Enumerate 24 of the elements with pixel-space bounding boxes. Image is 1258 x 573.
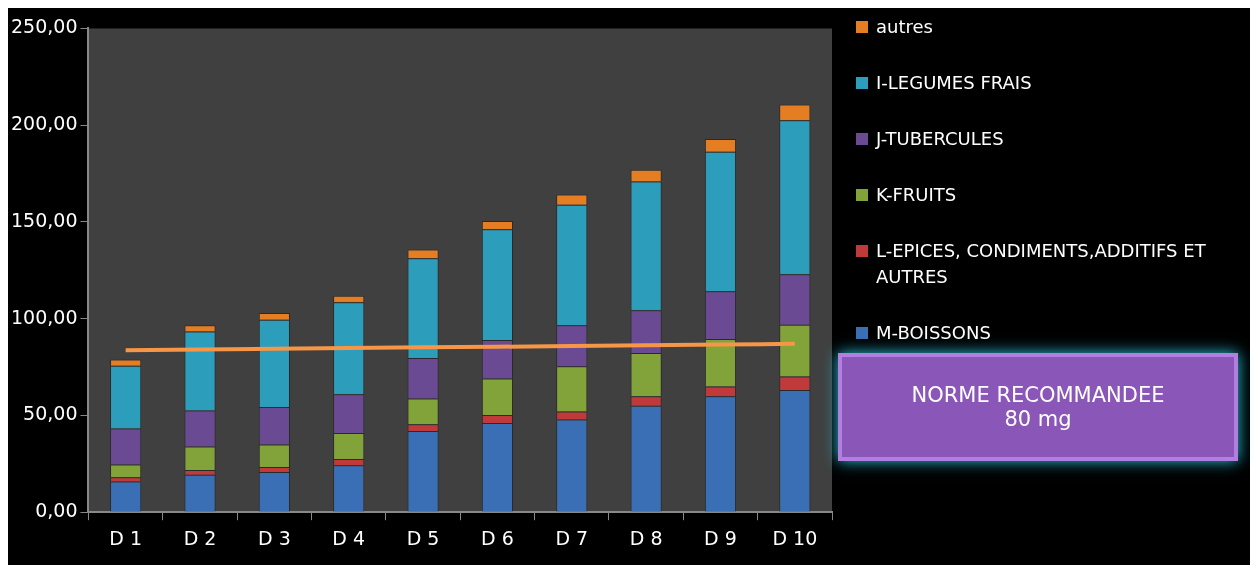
y-tick-label: 0,00 bbox=[35, 499, 78, 522]
x-tick-label: D 10 bbox=[772, 526, 818, 549]
x-tick-label: D 6 bbox=[481, 526, 514, 549]
x-tick-label: D 3 bbox=[257, 526, 291, 549]
x-tick-label: D 7 bbox=[555, 526, 589, 549]
legend-label: J-TUBERCULES bbox=[876, 127, 1004, 151]
y-tick-label: 50,00 bbox=[23, 402, 78, 425]
x-tick-label: D 8 bbox=[629, 526, 663, 549]
legend-label: I-LEGUMES FRAIS bbox=[876, 71, 1032, 95]
x-tick-label: D 5 bbox=[406, 526, 440, 549]
y-tick-label: 250,00 bbox=[11, 15, 78, 38]
legend-label: L-EPICES, CONDIMENTS,ADDITIFS ET AUTRES bbox=[876, 239, 1207, 289]
text: NORME RECOMMANDEE bbox=[911, 383, 1165, 407]
x-tick-label: D 4 bbox=[332, 526, 366, 549]
x-tick-label: D 9 bbox=[704, 526, 737, 549]
legend-label: M-BOISSONS bbox=[876, 321, 991, 345]
x-tick-label: D 1 bbox=[109, 526, 143, 549]
y-tick-label: 200,00 bbox=[11, 112, 78, 135]
text: 80 mg bbox=[1004, 407, 1072, 431]
legend-label: K-FRUITS bbox=[876, 183, 957, 207]
y-tick-label: 100,00 bbox=[11, 305, 78, 328]
y-tick-label: 150,00 bbox=[11, 208, 78, 231]
legend-label: autres bbox=[876, 15, 933, 39]
x-tick-label: D 2 bbox=[183, 526, 217, 549]
